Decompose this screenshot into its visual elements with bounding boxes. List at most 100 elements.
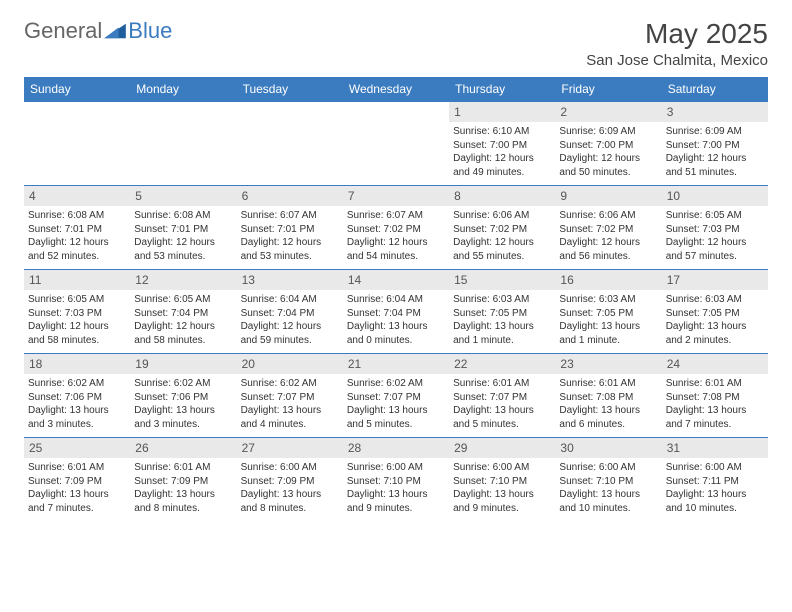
day-info: Sunrise: 6:00 AMSunset: 7:11 PMDaylight:… [666,461,764,515]
day-info-line: Daylight: 13 hours [28,404,126,418]
day-number: 24 [662,354,768,374]
day-info-line: and 1 minute. [453,334,551,348]
day-info-line: Daylight: 13 hours [559,404,657,418]
day-info-line: Daylight: 13 hours [134,404,232,418]
weekday-header: Thursday [449,77,555,102]
day-number: 2 [555,102,661,122]
day-number: 21 [343,354,449,374]
day-info-line: and 58 minutes. [28,334,126,348]
day-info-line: Sunrise: 6:07 AM [347,209,445,223]
calendar-day-cell: 23Sunrise: 6:01 AMSunset: 7:08 PMDayligh… [555,354,661,438]
day-info-line: Sunset: 7:06 PM [134,391,232,405]
day-info: Sunrise: 6:05 AMSunset: 7:03 PMDaylight:… [666,209,764,263]
day-info-line: Sunrise: 6:05 AM [28,293,126,307]
day-info-line: Sunrise: 6:00 AM [559,461,657,475]
day-number: 22 [449,354,555,374]
day-info-line: Daylight: 12 hours [134,236,232,250]
day-number: 4 [24,186,130,206]
day-info-line: Sunset: 7:09 PM [134,475,232,489]
day-info: Sunrise: 6:06 AMSunset: 7:02 PMDaylight:… [559,209,657,263]
day-info-line: Sunset: 7:01 PM [134,223,232,237]
day-info-line: Sunrise: 6:07 AM [241,209,339,223]
day-info-line: Sunset: 7:02 PM [453,223,551,237]
day-number: 30 [555,438,661,458]
calendar-empty-cell [130,102,236,186]
day-info-line: Daylight: 13 hours [666,488,764,502]
calendar-day-cell: 7 Sunrise: 6:07 AMSunset: 7:02 PMDaylight… [343,186,449,270]
calendar-day-cell: 25Sunrise: 6:01 AMSunset: 7:09 PMDayligh… [24,438,130,522]
calendar-day-cell: 22 Sunrise: 6:01 AMSunset: 7:07 PMDayligh… [449,354,555,438]
day-info-line: Sunset: 7:02 PM [559,223,657,237]
day-info-line: and 55 minutes. [453,250,551,264]
day-info-line: and 7 minutes. [666,418,764,432]
calendar-day-cell: 3Sunrise: 6:09 AMSunset: 7:00 PMDaylight… [662,102,768,186]
calendar-day-cell: 28Sunrise: 6:00 AMSunset: 7:10 PMDayligh… [343,438,449,522]
day-info-line: and 58 minutes. [134,334,232,348]
day-info-line: Sunset: 7:08 PM [559,391,657,405]
day-info-line: Daylight: 12 hours [241,320,339,334]
day-number: 27 [237,438,343,458]
day-info: Sunrise: 6:03 AMSunset: 7:05 PMDaylight:… [666,293,764,347]
day-info-line: Sunset: 7:05 PM [666,307,764,321]
day-info-line: Sunrise: 6:02 AM [28,377,126,391]
day-info-line: and 53 minutes. [241,250,339,264]
weekday-header: Saturday [662,77,768,102]
day-number: 17 [662,270,768,290]
day-number: 10 [662,186,768,206]
day-info-line: and 1 minute. [559,334,657,348]
day-info: Sunrise: 6:06 AMSunset: 7:02 PMDaylight:… [453,209,551,263]
day-info-line: and 50 minutes. [559,166,657,180]
day-info-line: Sunrise: 6:09 AM [666,125,764,139]
day-number: 16 [555,270,661,290]
day-info-line: Sunset: 7:03 PM [666,223,764,237]
calendar-day-cell: 27Sunrise: 6:00 AMSunset: 7:09 PMDayligh… [237,438,343,522]
day-info: Sunrise: 6:05 AMSunset: 7:03 PMDaylight:… [28,293,126,347]
weekday-header: Friday [555,77,661,102]
calendar-empty-cell [24,102,130,186]
calendar-week-row: 1Sunrise: 6:10 AMSunset: 7:00 PMDaylight… [24,102,768,186]
day-info-line: and 59 minutes. [241,334,339,348]
day-info: Sunrise: 6:09 AMSunset: 7:00 PMDaylight:… [559,125,657,179]
calendar-week-row: 11Sunrise: 6:05 AMSunset: 7:03 PMDayligh… [24,270,768,354]
day-number: 18 [24,354,130,374]
calendar-day-cell: 31 Sunrise: 6:00 AMSunset: 7:11 PMDayligh… [662,438,768,522]
day-info-line: Sunrise: 6:06 AM [453,209,551,223]
day-info-line: and 57 minutes. [666,250,764,264]
calendar-day-cell: 20Sunrise: 6:02 AMSunset: 7:07 PMDayligh… [237,354,343,438]
day-info-line: and 3 minutes. [134,418,232,432]
day-info-line: Sunset: 7:05 PM [453,307,551,321]
location-label: San Jose Chalmita, Mexico [586,52,768,69]
day-info-line: Sunset: 7:09 PM [241,475,339,489]
weekday-header: Tuesday [237,77,343,102]
day-number: 3 [662,102,768,122]
day-info-line: and 52 minutes. [28,250,126,264]
day-info-line: Sunrise: 6:04 AM [241,293,339,307]
day-info-line: Daylight: 13 hours [347,488,445,502]
day-info-line: Sunset: 7:10 PM [453,475,551,489]
day-info: Sunrise: 6:02 AMSunset: 7:07 PMDaylight:… [241,377,339,431]
day-number: 26 [130,438,236,458]
day-info: Sunrise: 6:10 AMSunset: 7:00 PMDaylight:… [453,125,551,179]
day-number: 8 [449,186,555,206]
day-info: Sunrise: 6:08 AMSunset: 7:01 PMDaylight:… [134,209,232,263]
calendar-day-cell: 26 Sunrise: 6:01 AMSunset: 7:09 PMDayligh… [130,438,236,522]
day-info-line: Daylight: 13 hours [666,404,764,418]
day-info-line: and 2 minutes. [666,334,764,348]
day-info-line: and 0 minutes. [347,334,445,348]
day-info: Sunrise: 6:08 AMSunset: 7:01 PMDaylight:… [28,209,126,263]
calendar-day-cell: 29Sunrise: 6:00 AMSunset: 7:10 PMDayligh… [449,438,555,522]
day-info: Sunrise: 6:07 AMSunset: 7:02 PMDaylight:… [347,209,445,263]
calendar-day-cell: 6Sunrise: 6:07 AMSunset: 7:01 PMDaylight… [237,186,343,270]
day-info-line: Daylight: 12 hours [559,152,657,166]
day-number: 31 [662,438,768,458]
day-info-line: Daylight: 12 hours [453,236,551,250]
calendar-day-cell: 5Sunrise: 6:08 AMSunset: 7:01 PMDaylight… [130,186,236,270]
day-info: Sunrise: 6:07 AMSunset: 7:01 PMDaylight:… [241,209,339,263]
day-info: Sunrise: 6:01 AMSunset: 7:07 PMDaylight:… [453,377,551,431]
day-info-line: Sunset: 7:07 PM [241,391,339,405]
day-info: Sunrise: 6:01 AMSunset: 7:09 PMDaylight:… [134,461,232,515]
day-info-line: Daylight: 13 hours [28,488,126,502]
day-info-line: Daylight: 13 hours [347,404,445,418]
day-info-line: Daylight: 13 hours [241,404,339,418]
day-number: 7 [343,186,449,206]
